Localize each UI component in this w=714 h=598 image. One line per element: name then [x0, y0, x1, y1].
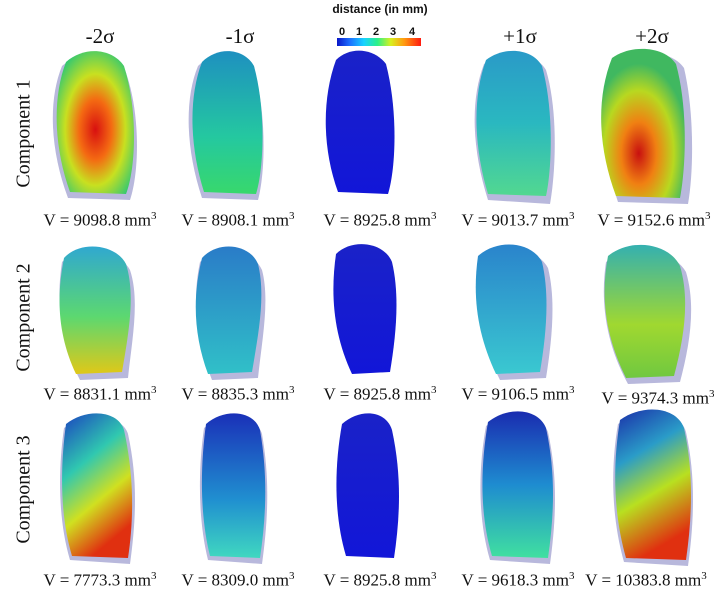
unit-exponent: 3	[569, 570, 575, 582]
unit-exponent: 3	[705, 210, 711, 222]
shape-c2-m2	[59, 246, 131, 374]
colorbar-tick: 1	[355, 26, 363, 38]
colorbar	[337, 38, 421, 46]
column-label-minus-2-sigma: -2σ	[85, 24, 115, 48]
unit-exponent: 3	[289, 210, 295, 222]
legend-title: distance (in mm)	[332, 2, 428, 16]
column-label-plus-1-sigma: +1σ	[503, 24, 537, 48]
volume-value: V = 9106.5 mm	[461, 384, 569, 404]
shape-c1-p2	[601, 48, 685, 198]
volume-value: V = 8925.8 mm	[323, 570, 431, 590]
volume-value: V = 9374.3 mm	[601, 388, 709, 408]
volume-label: V = 8835.3 mm3	[168, 384, 308, 405]
volume-label: V = 8925.8 mm3	[310, 570, 450, 591]
colorbar-tick: 4	[408, 26, 416, 38]
colorbar-tick: 0	[338, 26, 346, 38]
unit-exponent: 3	[431, 570, 437, 582]
unit-exponent: 3	[569, 210, 575, 222]
volume-value: V = 8908.1 mm	[181, 210, 289, 230]
shape-c2-m1	[195, 246, 262, 374]
shape-c1-mean	[325, 50, 395, 194]
volume-value: V = 8831.1 mm	[43, 384, 151, 404]
colorbar-ticks: 0 1 2 3 4	[336, 26, 428, 38]
unit-exponent: 3	[569, 384, 575, 396]
unit-exponent: 3	[151, 210, 157, 222]
volume-value: V = 8835.3 mm	[181, 384, 289, 404]
shape-c1-m1	[192, 51, 263, 194]
volume-value: V = 9013.7 mm	[461, 210, 569, 230]
unit-exponent: 3	[709, 388, 714, 400]
volume-label: V = 9013.7 mm3	[448, 210, 588, 231]
unit-exponent: 3	[151, 384, 157, 396]
shape-c2-p1	[475, 244, 547, 374]
volume-value: V = 9098.8 mm	[43, 210, 151, 230]
volume-label: V = 8925.8 mm3	[310, 210, 450, 231]
shape-c2-mean	[333, 244, 397, 374]
volume-label: V = 7773.3 mm3	[30, 570, 170, 591]
volume-value: V = 8309.0 mm	[181, 570, 289, 590]
volume-value: V = 7773.3 mm	[43, 570, 151, 590]
shape-c3-p1	[482, 411, 553, 558]
unit-exponent: 3	[431, 384, 437, 396]
volume-label: V = 8908.1 mm3	[168, 210, 308, 231]
volume-label: V = 9618.3 mm3	[448, 570, 588, 591]
volume-value: V = 8925.8 mm	[323, 210, 431, 230]
volume-label: V = 9098.8 mm3	[30, 210, 170, 231]
column-label-minus-1-sigma: -1σ	[225, 24, 255, 48]
volume-label: V = 9106.5 mm3	[448, 384, 588, 405]
colorbar-tick: 2	[372, 26, 380, 38]
volume-label: V = 8309.0 mm3	[168, 570, 308, 591]
shape-c3-m1	[201, 413, 266, 558]
colorbar-tick: 3	[389, 26, 397, 38]
volume-label: V = 9374.3 mm3	[588, 388, 714, 409]
shape-c3-m2	[62, 413, 133, 558]
shape-c1-m2	[56, 51, 134, 194]
shape-c2-p2	[604, 244, 686, 378]
volume-value: V = 10383.8 mm	[585, 570, 702, 590]
shape-c3-mean	[336, 413, 399, 558]
volume-label: V = 8831.1 mm3	[30, 384, 170, 405]
volume-label: V = 10383.8 mm3	[576, 570, 714, 591]
unit-exponent: 3	[289, 570, 295, 582]
unit-exponent: 3	[151, 570, 157, 582]
volume-value: V = 9618.3 mm	[461, 570, 569, 590]
volume-label: V = 8925.8 mm3	[310, 384, 450, 405]
volume-label: V = 9152.6 mm3	[584, 210, 714, 231]
volume-value: V = 9152.6 mm	[597, 210, 705, 230]
unit-exponent: 3	[431, 210, 437, 222]
volume-value: V = 8925.8 mm	[323, 384, 431, 404]
unit-exponent: 3	[289, 384, 295, 396]
shape-c3-p2	[615, 409, 691, 560]
column-label-plus-2-sigma: +2σ	[635, 24, 669, 48]
unit-exponent: 3	[701, 570, 707, 582]
shape-c1-p1	[476, 50, 551, 196]
